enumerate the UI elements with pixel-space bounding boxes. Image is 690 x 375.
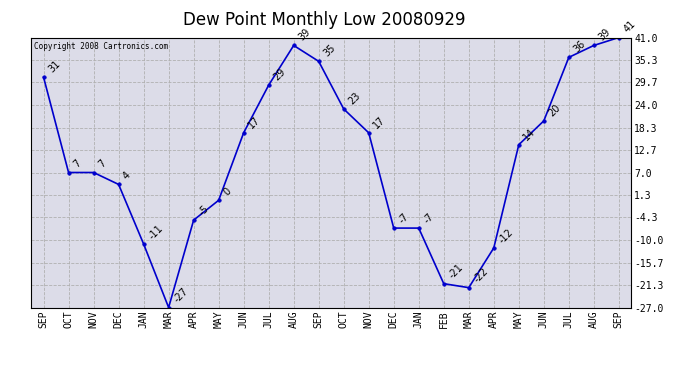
Text: 39: 39 bbox=[597, 27, 612, 43]
Text: -7: -7 bbox=[397, 211, 411, 225]
Text: -5: -5 bbox=[197, 203, 210, 217]
Text: -22: -22 bbox=[471, 267, 490, 285]
Text: 39: 39 bbox=[297, 27, 312, 43]
Text: 41: 41 bbox=[622, 19, 638, 35]
Text: 20: 20 bbox=[546, 102, 562, 118]
Text: 17: 17 bbox=[371, 114, 387, 130]
Text: -12: -12 bbox=[497, 227, 515, 245]
Text: 0: 0 bbox=[221, 186, 233, 198]
Text: 17: 17 bbox=[246, 114, 262, 130]
Text: -21: -21 bbox=[446, 262, 465, 281]
Text: 31: 31 bbox=[46, 59, 62, 74]
Text: 36: 36 bbox=[571, 39, 587, 55]
Text: -7: -7 bbox=[422, 211, 435, 225]
Text: 29: 29 bbox=[271, 66, 287, 82]
Text: -11: -11 bbox=[146, 223, 165, 241]
Text: Copyright 2008 Cartronics.com: Copyright 2008 Cartronics.com bbox=[34, 42, 168, 51]
Text: 4: 4 bbox=[121, 170, 132, 182]
Text: 7: 7 bbox=[97, 158, 108, 170]
Text: 14: 14 bbox=[522, 126, 538, 142]
Text: Dew Point Monthly Low 20080929: Dew Point Monthly Low 20080929 bbox=[183, 11, 466, 29]
Text: 23: 23 bbox=[346, 90, 362, 106]
Text: 7: 7 bbox=[71, 158, 83, 170]
Text: -27: -27 bbox=[171, 286, 190, 305]
Text: 35: 35 bbox=[322, 43, 337, 58]
